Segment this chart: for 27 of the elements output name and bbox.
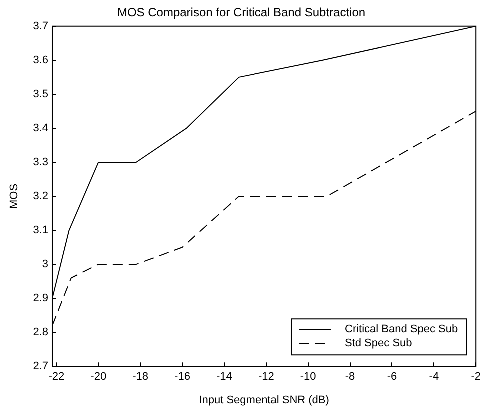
x-tick-label: -20 xyxy=(90,371,107,384)
y-tick-label: 3.7 xyxy=(33,20,48,32)
x-tick-label: -22 xyxy=(48,371,65,384)
y-tick-label: 3.1 xyxy=(33,224,48,237)
chart-title: MOS Comparison for Critical Band Subtraction xyxy=(117,6,366,20)
x-tick-label: -10 xyxy=(300,371,316,384)
x-tick-label: -16 xyxy=(174,371,190,384)
y-tick-label: 3.4 xyxy=(33,122,48,134)
y-tick-label: 3.5 xyxy=(33,88,48,100)
x-tick-label: -8 xyxy=(345,371,356,384)
x-tick-label: -4 xyxy=(429,371,440,384)
y-tick-label: 3 xyxy=(42,258,48,271)
y-tick-label: 3.3 xyxy=(33,156,48,169)
y-tick-label: 2.8 xyxy=(33,326,48,339)
x-tick-label: -12 xyxy=(258,371,274,384)
x-tick-label: -6 xyxy=(387,371,398,384)
x-tick-label: -14 xyxy=(216,371,232,384)
legend-label: Std Spec Sub xyxy=(344,338,412,350)
y-tick-label: 2.9 xyxy=(33,292,48,305)
y-axis-title: MOS xyxy=(8,184,21,210)
y-tick-label: 3.2 xyxy=(33,190,48,203)
y-tick-label: 3.6 xyxy=(33,54,48,66)
legend-label: Critical Band Spec Sub xyxy=(344,324,458,336)
x-tick-label: -2 xyxy=(471,371,481,384)
x-tick-label: -18 xyxy=(132,371,149,384)
y-tick-label: 2.7 xyxy=(33,360,48,373)
x-axis-title: Input Segmental SNR (dB) xyxy=(199,394,330,406)
